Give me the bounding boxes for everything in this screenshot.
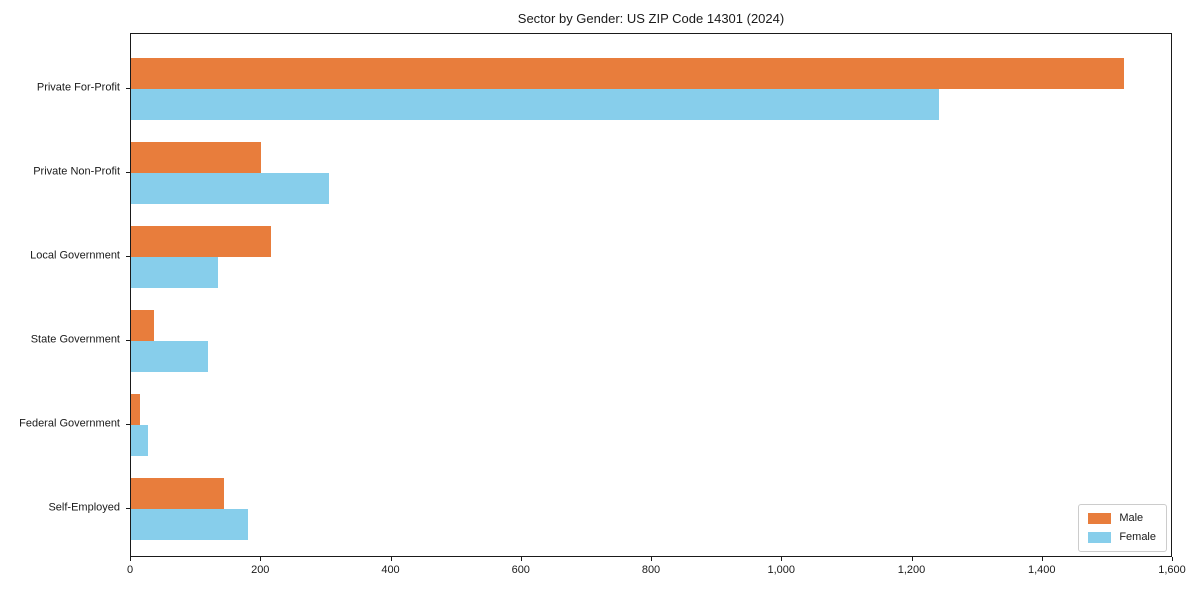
y-tick-5 bbox=[126, 508, 130, 509]
x-tick-6 bbox=[911, 557, 913, 561]
x-tick-4 bbox=[651, 557, 652, 561]
legend-item-female: Female bbox=[1088, 531, 1156, 544]
y-label-5: Self-Employed bbox=[48, 501, 120, 514]
bar-male-5 bbox=[131, 478, 224, 509]
bar-female-3 bbox=[131, 341, 208, 372]
chart-title: Sector by Gender: US ZIP Code 14301 (202… bbox=[517, 11, 785, 26]
bar-female-0 bbox=[131, 89, 939, 120]
x-tick-label-4: 800 bbox=[641, 564, 661, 576]
x-tick-3 bbox=[520, 557, 522, 561]
y-tick-2 bbox=[126, 256, 130, 257]
bar-male-3 bbox=[131, 310, 154, 341]
plot-area: Male Female bbox=[130, 33, 1172, 557]
bar-male-1 bbox=[131, 142, 261, 173]
bar-female-1 bbox=[131, 173, 329, 204]
legend-label-female: Female bbox=[1119, 531, 1156, 543]
x-tick-label-0: 0 bbox=[126, 564, 134, 576]
y-tick-0 bbox=[126, 88, 130, 89]
x-tick-5 bbox=[781, 557, 783, 561]
x-tick-0 bbox=[130, 557, 131, 561]
x-tick-label-2: 400 bbox=[381, 564, 400, 576]
x-tick-label-5: 1,000 bbox=[767, 564, 796, 576]
x-tick-label-3: 600 bbox=[511, 564, 530, 576]
legend-label-male: Male bbox=[1119, 512, 1144, 524]
x-tick-label-7: 1,400 bbox=[1027, 564, 1056, 576]
x-tick-label-8: 1,600 bbox=[1158, 564, 1186, 576]
y-label-0: Private For-Profit bbox=[36, 81, 120, 94]
y-tick-3 bbox=[126, 340, 130, 341]
bar-male-0 bbox=[131, 58, 1124, 89]
y-tick-1 bbox=[126, 172, 130, 173]
y-label-2: Local Government bbox=[30, 249, 120, 262]
x-tick-7 bbox=[1041, 557, 1043, 561]
x-tick-label-1: 200 bbox=[251, 564, 270, 576]
y-tick-4 bbox=[126, 424, 130, 425]
female-swatch-icon bbox=[1088, 532, 1112, 543]
legend: Male Female bbox=[1078, 504, 1167, 552]
bar-female-5 bbox=[131, 509, 248, 540]
x-tick-1 bbox=[260, 557, 262, 561]
bar-male-2 bbox=[131, 226, 271, 257]
y-label-4: Federal Government bbox=[19, 417, 120, 430]
legend-item-male: Male bbox=[1088, 512, 1156, 525]
bar-female-4 bbox=[131, 425, 148, 456]
bar-female-2 bbox=[131, 257, 218, 288]
x-tick-label-6: 1,200 bbox=[897, 564, 926, 576]
bar-male-4 bbox=[131, 394, 140, 425]
x-tick-2 bbox=[390, 557, 392, 561]
y-label-3: State Government bbox=[30, 333, 120, 346]
male-swatch-icon bbox=[1088, 513, 1112, 524]
y-label-1: Private Non-Profit bbox=[33, 165, 120, 178]
x-tick-8 bbox=[1172, 557, 1173, 561]
